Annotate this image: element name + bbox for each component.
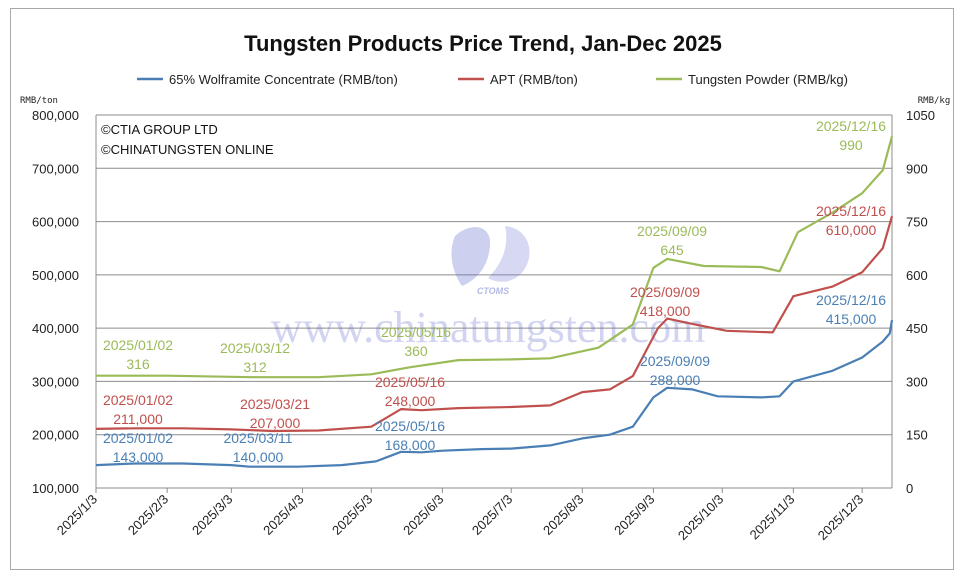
annotation-date: 2025/03/11 (223, 430, 292, 446)
grid (96, 114, 892, 489)
right-axis-ticks: 0 150 300 450 600 750 900 1050 (906, 108, 935, 496)
annotation-value: 168,000 (385, 437, 436, 453)
series-line-0 (95, 319, 894, 468)
legend-label-2: Tungsten Powder (RMB/kg) (688, 72, 848, 87)
y-right-tick-label: 600 (906, 268, 928, 283)
y-left-tick-label: 400,000 (32, 321, 79, 336)
annotation-date: 2025/12/16 (816, 203, 886, 219)
annotation-date: 2025/09/09 (630, 284, 700, 300)
annotation-date: 2025/03/12 (220, 340, 290, 356)
annotation-date: 2025/05/16 (381, 324, 451, 340)
y-right-tick-label: 0 (906, 481, 913, 496)
y-left-tick-label: 700,000 (32, 161, 79, 176)
annotation-date: 2025/01/02 (103, 392, 173, 408)
y-left-tick-label: 800,000 (32, 108, 79, 123)
annotation-date: 2025/09/09 (640, 353, 710, 369)
x-axis-ticks: 2025/1/3 2025/2/3 2025/3/3 2025/4/3 2025/5/3… (54, 488, 867, 544)
annotation-date: 2025/05/16 (375, 374, 445, 390)
annotation-value: 143,000 (113, 449, 164, 465)
annotation-value: 610,000 (826, 222, 877, 238)
legend-label-0: 65% Wolframite Concentrate (RMB/ton) (169, 72, 398, 87)
x-tick-label: 2025/2/3 (125, 492, 171, 538)
annotation-date: 2025/12/16 (816, 118, 886, 134)
series-lines (95, 136, 894, 468)
y-right-tick-label: 300 (906, 374, 928, 389)
x-tick-label: 2025/7/3 (469, 492, 515, 538)
x-tick-label: 2025/3/3 (189, 492, 235, 538)
x-tick-label: 2025/5/3 (329, 492, 375, 538)
y-right-tick-label: 150 (906, 428, 928, 443)
credit-chinatungsten: ©CHINATUNGSTEN ONLINE (101, 142, 274, 157)
y-left-tick-label: 600,000 (32, 215, 79, 230)
legend: 65% Wolframite Concentrate (RMB/ton) APT … (137, 72, 848, 87)
y-right-tick-label: 750 (906, 215, 928, 230)
annotation-value: 288,000 (650, 372, 701, 388)
axes (95, 115, 893, 489)
annotation-value: 248,000 (385, 393, 436, 409)
x-tick-label: 2025/10/3 (675, 492, 727, 544)
annotation-value: 415,000 (826, 311, 877, 327)
annotation-value: 140,000 (233, 449, 284, 465)
watermark-text: www.chinatungsten.com (271, 303, 706, 352)
y-left-tick-label: 100,000 (32, 481, 79, 496)
watermark-logo-left-icon (451, 227, 491, 286)
chart-title: Tungsten Products Price Trend, Jan-Dec 2… (244, 31, 722, 56)
y-right-tick-label: 450 (906, 321, 928, 336)
x-tick-label: 2025/11/3 (747, 492, 798, 543)
series-line-1 (95, 215, 894, 433)
x-tick-label: 2025/9/3 (611, 492, 657, 538)
left-axis-ticks: 100,000 200,000 300,000 400,000 500,000 600,0… (32, 108, 79, 496)
left-axis-unit: RMB/ton (20, 96, 58, 106)
credit-ctia: ©CTIA GROUP LTD (101, 122, 218, 137)
watermark-logo-text: CTOMS (477, 286, 509, 296)
annotation-value: 990 (839, 137, 863, 153)
annotation-value: 316 (126, 356, 150, 372)
watermark-logo-right-icon (488, 226, 530, 282)
x-tick-label: 2025/1/3 (54, 492, 100, 538)
annotation-value: 418,000 (640, 303, 691, 319)
annotation-date: 2025/05/16 (375, 418, 445, 434)
y-right-tick-label: 1050 (906, 108, 935, 123)
watermark: CTOMS www.chinatungsten.com (271, 226, 706, 352)
y-left-tick-label: 200,000 (32, 428, 79, 443)
x-tick-label: 2025/8/3 (540, 492, 586, 538)
annotation-date: 2025/09/09 (637, 223, 707, 239)
chart-frame (10, 8, 954, 570)
right-axis-unit: RMB/kg (918, 96, 951, 106)
annotations: 2025/01/02 316 2025/03/12 312 2025/05/16 360 2… (103, 118, 886, 465)
annotation-date: 2025/01/02 (103, 430, 173, 446)
x-tick-label: 2025/6/3 (400, 492, 446, 538)
series-line-2 (96, 136, 894, 379)
annotation-date: 2025/12/16 (816, 292, 886, 308)
annotation-value: 207,000 (250, 415, 301, 431)
y-left-tick-label: 500,000 (32, 268, 79, 283)
annotation-date: 2025/01/02 (103, 337, 173, 353)
y-left-tick-label: 300,000 (32, 374, 79, 389)
annotation-date: 2025/03/21 (240, 396, 310, 412)
annotation-value: 312 (243, 359, 267, 375)
x-tick-label: 2025/12/3 (815, 492, 867, 544)
annotation-value: 211,000 (113, 411, 163, 427)
x-tick-label: 2025/4/3 (260, 492, 306, 538)
annotation-value: 360 (404, 343, 428, 359)
y-right-tick-label: 900 (906, 161, 928, 176)
annotation-value: 645 (660, 242, 684, 258)
legend-label-1: APT (RMB/ton) (490, 72, 578, 87)
